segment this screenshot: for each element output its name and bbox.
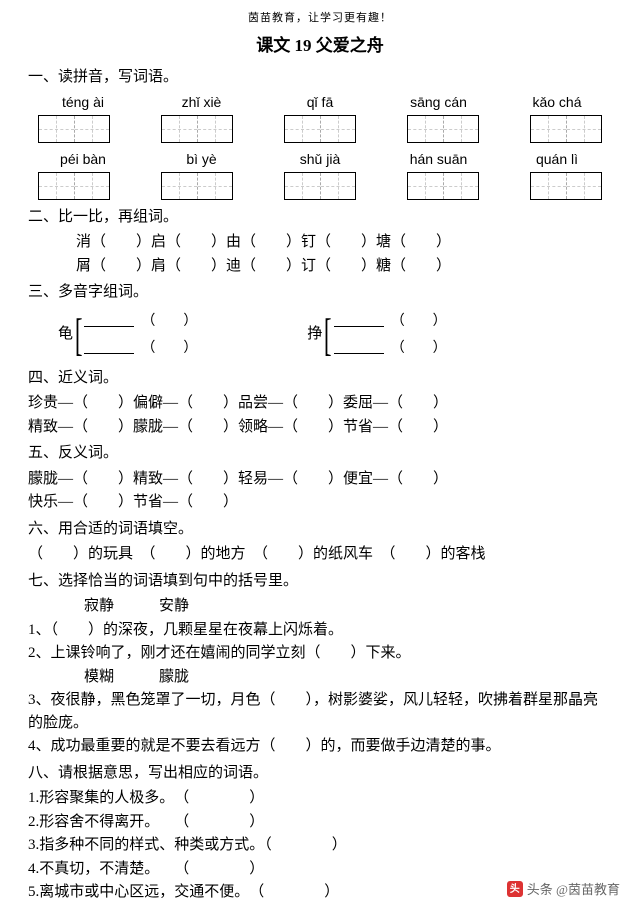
antonym-line: 朦胧—（ ）精致—（ ）轻易—（ ）便宜—（ ） bbox=[28, 468, 612, 491]
char-box bbox=[530, 172, 602, 200]
char-box bbox=[38, 172, 110, 200]
meaning-line: 3.指多种不同的样式、种类或方式。（ ） bbox=[28, 834, 612, 857]
blank: （ ） bbox=[398, 341, 447, 356]
pinyin: kǎo chá bbox=[512, 92, 602, 113]
meaning-line: 4.不真切，不清楚。 （ ） bbox=[28, 858, 612, 881]
blank: （ ） bbox=[148, 314, 197, 329]
char-box bbox=[530, 115, 602, 143]
char-box bbox=[161, 172, 233, 200]
char-box bbox=[284, 115, 356, 143]
polyphone-2: 挣 [ （ ） （ ） bbox=[307, 311, 446, 359]
char-box bbox=[407, 115, 479, 143]
pinyin: bì yè bbox=[157, 149, 247, 170]
sentence-line: 4、成功最重要的就是不要去看远方（ ）的，而要做手边清楚的事。 bbox=[28, 735, 612, 758]
section-7-head: 七、选择恰当的词语填到句中的括号里。 bbox=[28, 570, 612, 593]
page-title: 课文 19 父爱之舟 bbox=[28, 33, 612, 59]
pinyin: qǐ fā bbox=[275, 92, 365, 113]
char-box bbox=[38, 115, 110, 143]
box-row bbox=[38, 115, 602, 143]
char-box bbox=[407, 172, 479, 200]
section-1-head: 一、读拼音，写词语。 bbox=[28, 66, 612, 89]
blank: （ ） bbox=[148, 341, 197, 356]
synonym-line: 珍贵—（ ）偏僻—（ ）品尝—（ ）委屈—（ ） bbox=[28, 392, 612, 415]
pinyin: zhǐ xiè bbox=[157, 92, 247, 113]
compare-line: 消（ ）启（ ）由（ ）钉（ ）塘（ ） bbox=[28, 231, 612, 254]
section-8-head: 八、请根据意思，写出相应的词语。 bbox=[28, 762, 612, 785]
brace-icon: [ bbox=[75, 312, 83, 358]
sentence-line: 3、夜很静，黑色笼罩了一切，月色（ ），树影婆娑，风儿轻轻，吹拂着群星那晶亮的脸… bbox=[28, 689, 612, 734]
word-pair: 寂静 安静 bbox=[28, 595, 612, 618]
section-6-head: 六、用合适的词语填空。 bbox=[28, 518, 612, 541]
fill-line: （ ）的玩具 （ ）的地方 （ ）的纸风车 （ ）的客栈 bbox=[28, 543, 612, 566]
section-4-head: 四、近义词。 bbox=[28, 367, 612, 390]
pinyin: sāng cán bbox=[394, 92, 484, 113]
sentence-line: 2、上课铃响了，刚才还在嬉闹的同学立刻（ ）下来。 bbox=[28, 642, 612, 665]
footer-icon: 头 bbox=[507, 881, 523, 897]
brace-icon: [ bbox=[324, 312, 332, 358]
compare-line: 屑（ ）肩（ ）迪（ ）订（ ）糖（ ） bbox=[28, 255, 612, 278]
section-2-head: 二、比一比，再组词。 bbox=[28, 206, 612, 229]
footer: 头 头条 @茵苗教育 bbox=[507, 880, 620, 900]
header-small: 茵苗教育，让学习更有趣！ bbox=[28, 10, 612, 27]
pinyin: shǔ jià bbox=[275, 149, 365, 170]
pinyin: téng ài bbox=[38, 92, 128, 113]
char: 龟 bbox=[58, 323, 73, 346]
pinyin: péi bàn bbox=[38, 149, 128, 170]
char-box bbox=[284, 172, 356, 200]
sentence-line: 1、（ ）的深夜，几颗星星在夜幕上闪烁着。 bbox=[28, 619, 612, 642]
word-pair: 模糊 朦胧 bbox=[28, 666, 612, 689]
section-5-head: 五、反义词。 bbox=[28, 442, 612, 465]
blank: （ ） bbox=[398, 314, 447, 329]
pinyin: hán suān bbox=[394, 149, 484, 170]
char: 挣 bbox=[307, 323, 322, 346]
pinyin-row-1: téng ài zhǐ xiè qǐ fā sāng cán kǎo chá bbox=[38, 92, 602, 113]
section-3-head: 三、多音字组词。 bbox=[28, 281, 612, 304]
synonym-line: 精致—（ ）朦胧—（ ）领略—（ ）节省—（ ） bbox=[28, 416, 612, 439]
footer-text: 头条 @茵苗教育 bbox=[527, 880, 620, 900]
box-row bbox=[38, 172, 602, 200]
pinyin: quán lì bbox=[512, 149, 602, 170]
meaning-line: 1.形容聚集的人极多。 （ ） bbox=[28, 787, 612, 810]
meaning-line: 2.形容舍不得离开。 （ ） bbox=[28, 811, 612, 834]
pinyin-row-2: péi bàn bì yè shǔ jià hán suān quán lì bbox=[38, 149, 602, 170]
char-box bbox=[161, 115, 233, 143]
polyphone-1: 龟 [ （ ） （ ） bbox=[58, 311, 197, 359]
antonym-line: 快乐—（ ）节省—（ ） bbox=[28, 491, 612, 514]
